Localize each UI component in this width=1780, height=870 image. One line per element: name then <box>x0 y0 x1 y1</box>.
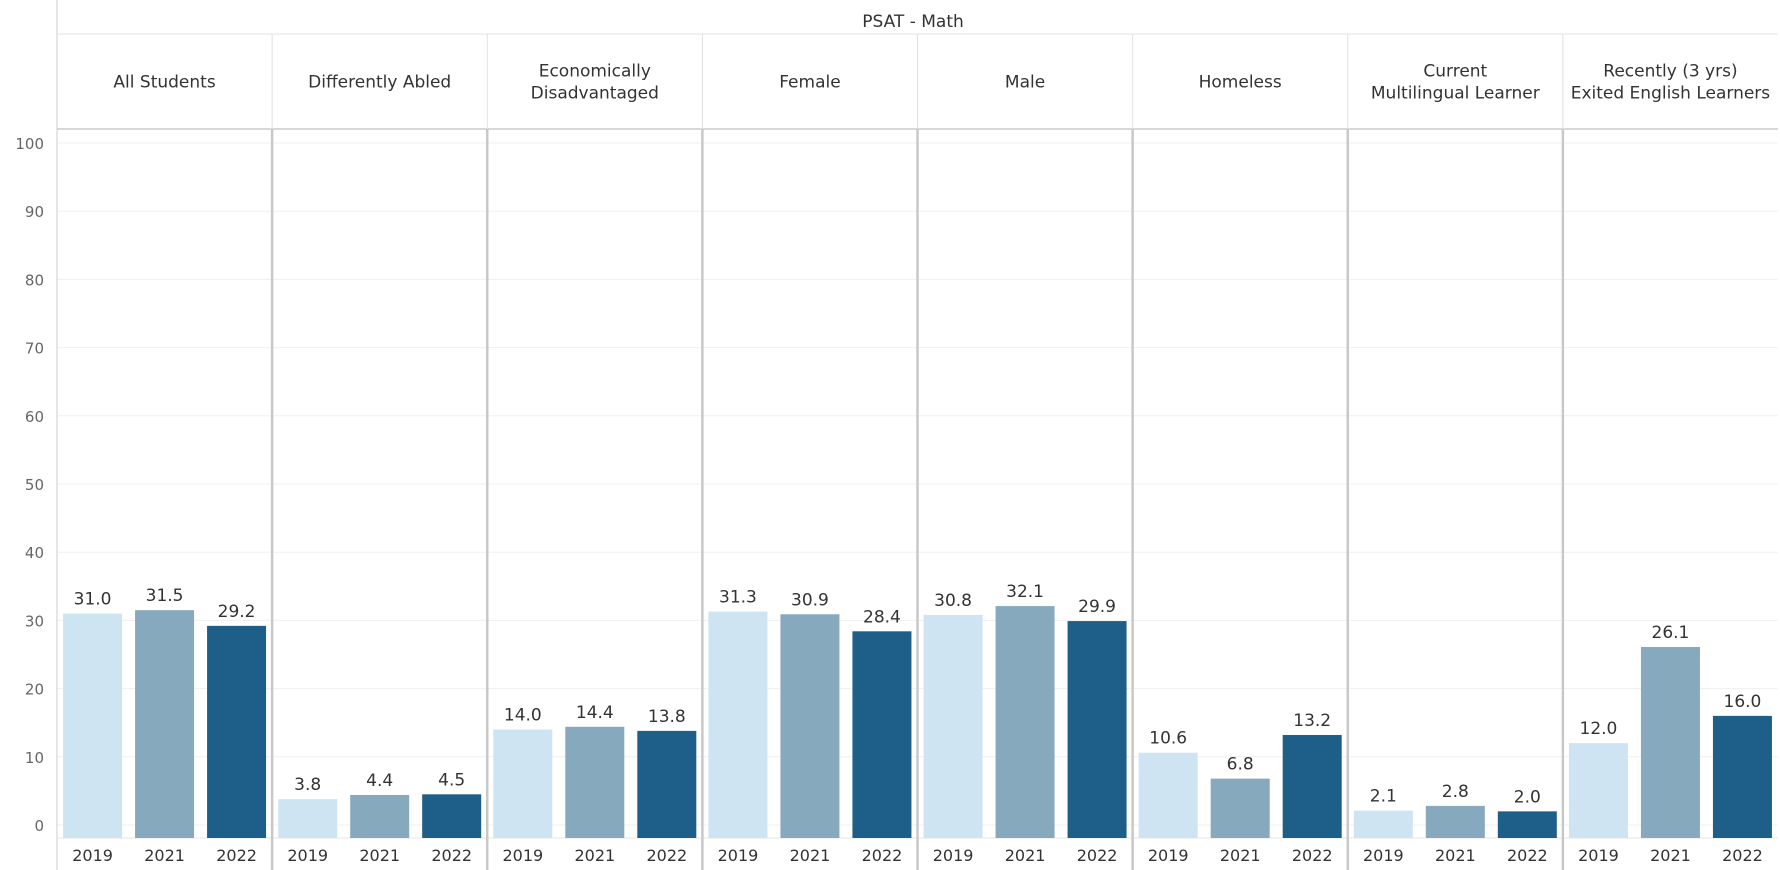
bar <box>1210 778 1270 838</box>
y-tick-label: 90 <box>25 203 44 221</box>
bar <box>1497 811 1557 838</box>
x-tick-label: 2021 <box>359 846 400 865</box>
x-tick-label: 2019 <box>502 846 543 865</box>
x-tick-label: 2021 <box>1005 846 1046 865</box>
x-tick-label: 2019 <box>718 846 759 865</box>
bar-value-label: 13.8 <box>648 707 686 727</box>
x-tick-label: 2019 <box>1578 846 1619 865</box>
bar <box>637 730 697 838</box>
x-tick-label: 2022 <box>1722 846 1763 865</box>
x-tick-label: 2022 <box>646 846 687 865</box>
bar <box>422 794 482 838</box>
y-tick-label: 40 <box>25 544 44 562</box>
group-header-label: All Students <box>113 73 215 93</box>
panel-frame <box>56 0 1778 870</box>
bar-value-label: 2.0 <box>1514 787 1541 807</box>
x-tick-label: 2021 <box>144 846 185 865</box>
bar-value-label: 31.3 <box>719 588 757 608</box>
bar-value-label: 32.1 <box>1006 582 1044 602</box>
bar <box>852 631 912 838</box>
bar <box>207 625 267 838</box>
y-tick-label: 80 <box>25 271 44 289</box>
bar <box>1712 715 1772 838</box>
x-tick-label: 2021 <box>574 846 615 865</box>
bar <box>135 610 195 838</box>
bar <box>1568 743 1628 838</box>
bar-value-label: 12.0 <box>1580 719 1618 739</box>
x-axis-year-labels: 2019 2021 2022 2019 2021 2022 2019 2021 2022 2019… <box>72 846 1763 865</box>
bar <box>780 614 840 838</box>
bar-value-label: 14.4 <box>576 703 614 723</box>
x-tick-label: 2021 <box>1435 846 1476 865</box>
group-header-label: Female <box>779 73 840 93</box>
bar-value-label: 6.8 <box>1227 755 1254 775</box>
x-tick-label: 2022 <box>216 846 257 865</box>
group-header-label: Economically Disadvantaged <box>531 62 659 104</box>
bar <box>1138 752 1198 838</box>
chart-title: PSAT - Math <box>862 12 964 32</box>
bar <box>1425 805 1485 838</box>
x-tick-label: 2019 <box>933 846 974 865</box>
bar-value-label: 4.5 <box>438 770 465 790</box>
group-header-label: Homeless <box>1199 73 1282 93</box>
y-tick-label: 10 <box>25 749 44 767</box>
x-tick-label: 2019 <box>1363 846 1404 865</box>
y-tick-label: 50 <box>25 476 44 494</box>
bar-value-label: 26.1 <box>1652 623 1690 643</box>
y-tick-label: 100 <box>15 135 44 153</box>
bar <box>63 613 123 838</box>
bar <box>493 729 553 838</box>
bar-value-labels: 31.0 31.5 29.2 3.8 4.4 4.5 14.0 14.4 13.8 31.3 30.… <box>74 582 1762 807</box>
bar <box>1353 810 1413 838</box>
bar <box>1067 621 1127 838</box>
x-tick-label: 2022 <box>431 846 472 865</box>
x-tick-label: 2021 <box>1220 846 1261 865</box>
bars <box>63 606 1772 838</box>
group-header-label: Male <box>1005 73 1045 93</box>
bar <box>350 794 410 838</box>
bar-value-label: 31.0 <box>74 590 112 610</box>
bar <box>1640 646 1700 838</box>
x-tick-label: 2022 <box>1507 846 1548 865</box>
bar-value-label: 13.2 <box>1293 711 1331 731</box>
bar-value-label: 29.2 <box>218 602 256 622</box>
group-headers: All Students Differently Abled Economicall… <box>113 62 1770 104</box>
bar-value-label: 30.8 <box>934 591 972 611</box>
bar <box>565 726 625 838</box>
y-tick-label: 70 <box>25 340 44 358</box>
group-header-label: Current Multilingual Learner <box>1371 62 1540 104</box>
bar-value-label: 2.8 <box>1442 782 1469 802</box>
bar-value-label: 29.9 <box>1078 597 1116 617</box>
bar-value-label: 10.6 <box>1149 729 1187 749</box>
y-tick-label: 20 <box>25 681 44 699</box>
bar-value-label: 30.9 <box>791 590 829 610</box>
x-tick-label: 2021 <box>790 846 831 865</box>
bar-value-label: 4.4 <box>366 771 393 791</box>
x-tick-label: 2022 <box>1077 846 1118 865</box>
bar <box>1282 734 1342 838</box>
bar-value-label: 28.4 <box>863 607 901 627</box>
bar-value-label: 2.1 <box>1370 787 1397 807</box>
y-tick-label: 0 <box>34 817 44 835</box>
x-tick-label: 2019 <box>1148 846 1189 865</box>
y-tick-label: 30 <box>25 612 44 630</box>
bar-value-label: 16.0 <box>1724 692 1762 712</box>
x-tick-label: 2022 <box>1292 846 1333 865</box>
x-tick-label: 2021 <box>1650 846 1691 865</box>
bar-value-label: 3.8 <box>294 775 321 795</box>
bar <box>923 614 983 838</box>
bar <box>995 606 1055 838</box>
y-tick-label: 60 <box>25 408 44 426</box>
x-tick-label: 2022 <box>862 846 903 865</box>
group-header-label: Differently Abled <box>308 73 451 93</box>
group-header-label: Recently (3 yrs) Exited English Learners <box>1571 62 1771 104</box>
bar-value-label: 31.5 <box>146 586 184 606</box>
bar-value-label: 14.0 <box>504 706 542 726</box>
x-tick-label: 2019 <box>287 846 328 865</box>
x-tick-label: 2019 <box>72 846 113 865</box>
bar <box>278 799 338 838</box>
bar <box>708 611 768 838</box>
y-axis: 0 10 20 30 40 50 60 70 80 90 100 <box>15 135 44 835</box>
